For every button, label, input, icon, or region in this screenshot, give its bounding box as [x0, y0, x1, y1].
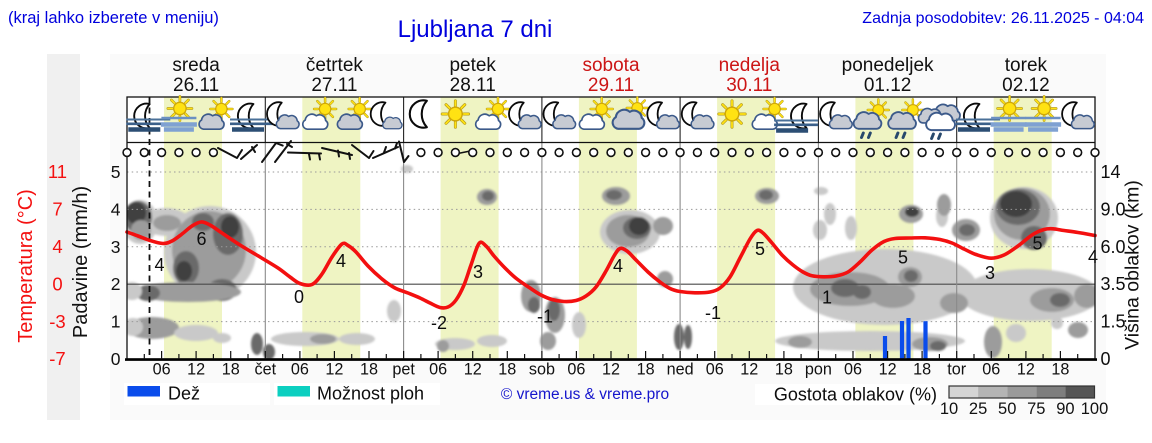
svg-text:1.5: 1.5 — [1101, 312, 1126, 332]
svg-text:90: 90 — [1056, 400, 1074, 418]
svg-text:sreda: sreda — [172, 55, 220, 76]
svg-text:6: 6 — [196, 229, 206, 249]
svg-text:torek: torek — [1005, 55, 1048, 76]
svg-text:06: 06 — [982, 361, 1000, 379]
svg-text:Višina oblakov (km): Višina oblakov (km) — [1122, 180, 1144, 350]
svg-text:12: 12 — [740, 361, 758, 379]
svg-text:Dež: Dež — [168, 384, 200, 404]
svg-text:-2: -2 — [431, 313, 447, 333]
svg-text:1: 1 — [822, 288, 832, 308]
svg-text:18: 18 — [222, 361, 240, 379]
svg-text:06: 06 — [291, 361, 309, 379]
svg-text:(kraj lahko izberete v meniju): (kraj lahko izberete v meniju) — [8, 9, 219, 27]
svg-text:18: 18 — [913, 361, 931, 379]
svg-text:ponedeljek: ponedeljek — [842, 55, 934, 76]
svg-text:-1: -1 — [705, 303, 721, 323]
svg-text:Temperatura (°C): Temperatura (°C) — [15, 189, 37, 343]
svg-text:12: 12 — [1017, 361, 1035, 379]
svg-text:petek: petek — [449, 55, 496, 76]
svg-text:06: 06 — [706, 361, 724, 379]
svg-text:18: 18 — [360, 361, 378, 379]
svg-text:4: 4 — [613, 256, 623, 276]
svg-text:5: 5 — [1032, 234, 1042, 254]
svg-text:1: 1 — [111, 312, 121, 332]
svg-text:pon: pon — [805, 361, 832, 379]
svg-text:0: 0 — [111, 349, 121, 369]
svg-text:Ljubljana 7 dni: Ljubljana 7 dni — [398, 16, 553, 43]
svg-text:02.12: 02.12 — [1002, 75, 1050, 96]
svg-text:3.5: 3.5 — [1101, 274, 1126, 294]
svg-text:5: 5 — [755, 239, 765, 259]
svg-text:3: 3 — [111, 237, 121, 257]
svg-text:5: 5 — [111, 162, 121, 182]
svg-text:3: 3 — [473, 262, 483, 282]
svg-text:30.11: 30.11 — [726, 75, 772, 96]
svg-text:2: 2 — [111, 274, 121, 294]
svg-text:06: 06 — [153, 361, 171, 379]
svg-text:7: 7 — [52, 199, 62, 220]
svg-text:26.11: 26.11 — [173, 75, 219, 96]
svg-text:100: 100 — [1081, 400, 1109, 418]
svg-text:pet: pet — [392, 361, 415, 379]
svg-text:6.0: 6.0 — [1101, 237, 1126, 257]
svg-text:-1: -1 — [537, 307, 553, 327]
svg-text:sob: sob — [529, 361, 555, 379]
svg-text:4: 4 — [336, 251, 346, 271]
svg-text:tor: tor — [947, 361, 967, 379]
svg-text:11: 11 — [48, 161, 67, 182]
svg-text:25: 25 — [969, 400, 987, 418]
svg-text:06: 06 — [429, 361, 447, 379]
svg-text:0: 0 — [294, 287, 304, 307]
svg-text:4: 4 — [1088, 247, 1098, 267]
svg-text:18: 18 — [775, 361, 793, 379]
svg-text:ned: ned — [667, 361, 694, 379]
svg-text:12: 12 — [464, 361, 482, 379]
svg-text:0: 0 — [1101, 349, 1111, 369]
svg-text:12: 12 — [187, 361, 205, 379]
svg-text:29.11: 29.11 — [588, 75, 634, 96]
svg-text:4: 4 — [154, 255, 164, 275]
svg-text:Zadnja posodobitev: 26.11.2025: Zadnja posodobitev: 26.11.2025 - 04:04 — [862, 10, 1144, 27]
svg-text:5: 5 — [898, 248, 908, 268]
svg-text:12: 12 — [325, 361, 343, 379]
svg-text:18: 18 — [498, 361, 516, 379]
svg-text:0: 0 — [52, 273, 62, 294]
svg-text:© vreme.us & vreme.pro: © vreme.us & vreme.pro — [501, 386, 669, 403]
svg-text:3: 3 — [985, 263, 995, 283]
svg-text:4: 4 — [52, 236, 62, 257]
svg-text:10: 10 — [940, 400, 958, 418]
svg-text:9.0: 9.0 — [1101, 199, 1126, 219]
svg-text:01.12: 01.12 — [864, 75, 912, 96]
svg-text:75: 75 — [1027, 400, 1045, 418]
svg-text:28.11: 28.11 — [450, 75, 496, 96]
svg-text:06: 06 — [567, 361, 585, 379]
svg-text:četrtek: četrtek — [306, 55, 364, 76]
svg-text:-7: -7 — [49, 348, 65, 369]
svg-text:12: 12 — [879, 361, 897, 379]
svg-text:čet: čet — [254, 361, 276, 379]
svg-text:18: 18 — [1051, 361, 1069, 379]
svg-text:50: 50 — [998, 400, 1016, 418]
svg-text:Padavine (mm/h): Padavine (mm/h) — [70, 186, 92, 338]
svg-text:14: 14 — [1101, 162, 1121, 182]
svg-text:18: 18 — [637, 361, 655, 379]
svg-text:4: 4 — [111, 199, 121, 219]
svg-text:06: 06 — [844, 361, 862, 379]
svg-text:27.11: 27.11 — [311, 75, 357, 96]
svg-text:Gostota oblakov (%): Gostota oblakov (%) — [774, 385, 937, 405]
svg-text:nedelja: nedelja — [719, 55, 781, 76]
svg-text:Možnost ploh: Možnost ploh — [317, 384, 424, 404]
svg-text:sobota: sobota — [582, 55, 639, 76]
svg-text:-3: -3 — [49, 311, 65, 332]
svg-text:12: 12 — [602, 361, 620, 379]
